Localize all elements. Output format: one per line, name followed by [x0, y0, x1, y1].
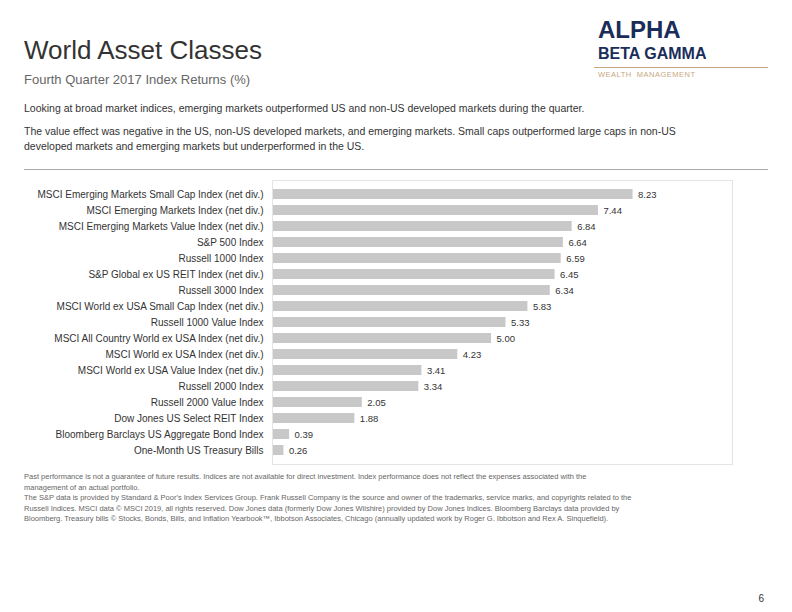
svg-text:4.23: 4.23: [463, 349, 482, 360]
svg-text:MSCI All Country World ex USA: MSCI All Country World ex USA Index (net…: [54, 333, 263, 344]
svg-text:5.33: 5.33: [511, 317, 530, 328]
svg-text:6.59: 6.59: [566, 253, 585, 264]
svg-text:0.39: 0.39: [295, 429, 314, 440]
svg-text:Dow Jones US Select REIT Index: Dow Jones US Select REIT Index: [114, 413, 263, 424]
svg-text:One-Month US Treasury Bills: One-Month US Treasury Bills: [134, 445, 264, 456]
html-text:WEALTH MANAGEMENT: WEALTH MANAGEMENT: [598, 70, 696, 79]
svg-text:S&P Global ex US REIT Index (n: S&P Global ex US REIT Index (net div.): [88, 269, 263, 280]
svg-text:6.45: 6.45: [560, 269, 579, 280]
svg-text:MSCI World ex USA Index (net d: MSCI World ex USA Index (net div.): [105, 349, 263, 360]
svg-text:Russell 1000 Value Index: Russell 1000 Value Index: [151, 317, 264, 328]
svg-text:5.00: 5.00: [497, 333, 516, 344]
html-text:The value effect was negative: The value effect was negative in the US,…: [24, 124, 676, 153]
html-text:Past performance is not a guar: Past performance is not a guarantee of f…: [24, 472, 632, 524]
html-text:ALPHA: ALPHA: [598, 16, 681, 43]
svg-text:1.88: 1.88: [360, 413, 379, 424]
svg-text:0.26: 0.26: [289, 445, 308, 456]
svg-text:Russell 2000 Index: Russell 2000 Index: [178, 381, 263, 392]
svg-text:6.34: 6.34: [555, 285, 574, 296]
html-text:Looking at broad market indice: Looking at broad market indices, emergin…: [24, 102, 585, 114]
svg-text:MSCI Emerging Markets Index (n: MSCI Emerging Markets Index (net div.): [86, 205, 263, 216]
svg-text:MSCI Emerging Markets Value In: MSCI Emerging Markets Value Index (net d…: [59, 221, 264, 232]
svg-text:MSCI World ex USA Small Cap In: MSCI World ex USA Small Cap Index (net d…: [57, 301, 264, 312]
html-text:Fourth Quarter 2017 Index Retu: Fourth Quarter 2017 Index Returns (%): [24, 72, 251, 87]
svg-text:MSCI Emerging Markets Small Ca: MSCI Emerging Markets Small Cap Index (n…: [37, 189, 263, 200]
html-text:World Asset Classes: World Asset Classes: [24, 35, 262, 65]
svg-text:MSCI World ex USA Value Index: MSCI World ex USA Value Index (net div.): [78, 365, 264, 376]
svg-text:S&P 500 Index: S&P 500 Index: [197, 237, 264, 248]
svg-text:7.44: 7.44: [603, 205, 622, 216]
svg-text:Russell 3000 Index: Russell 3000 Index: [178, 285, 263, 296]
svg-text:5.83: 5.83: [533, 301, 552, 312]
html-text:6: 6: [758, 593, 764, 604]
svg-text:3.41: 3.41: [427, 365, 446, 376]
svg-text:Russell 2000 Value Index: Russell 2000 Value Index: [151, 397, 264, 408]
svg-text:3.34: 3.34: [424, 381, 443, 392]
svg-text:6.84: 6.84: [577, 221, 596, 232]
html-text:BETA GAMMA: BETA GAMMA: [598, 45, 707, 62]
svg-text:6.64: 6.64: [568, 237, 587, 248]
svg-text:8.23: 8.23: [638, 189, 657, 200]
svg-text:Bloomberg Barclays US Aggregat: Bloomberg Barclays US Aggregate Bond Ind…: [56, 429, 264, 440]
svg-text:Russell 1000 Index: Russell 1000 Index: [178, 253, 263, 264]
svg-text:2.05: 2.05: [367, 397, 386, 408]
